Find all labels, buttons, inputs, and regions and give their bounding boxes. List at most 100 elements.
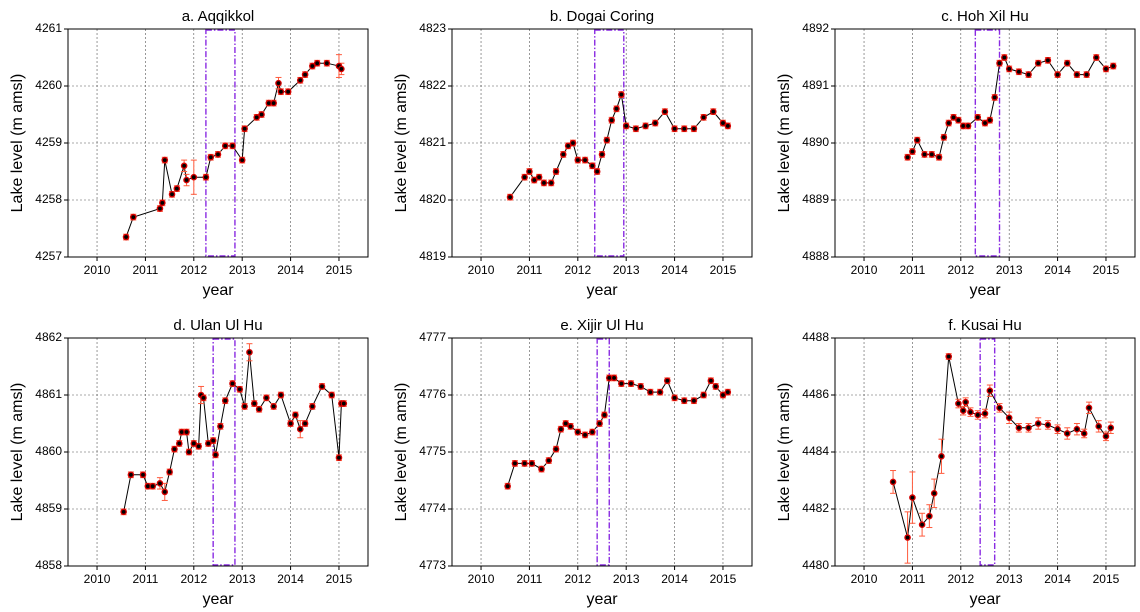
data-point — [596, 420, 603, 427]
data-point — [622, 122, 630, 130]
data-point — [1025, 424, 1032, 432]
data-point — [1095, 423, 1103, 430]
data-point — [258, 111, 265, 118]
y-tick-label: 4822 — [419, 78, 446, 92]
data-point — [190, 440, 198, 447]
x-axis-label: year — [969, 282, 1001, 299]
data-point — [904, 153, 911, 161]
x-tick-label: 2011 — [133, 263, 159, 277]
x-tick-label: 2010 — [84, 572, 111, 586]
data-point — [241, 403, 248, 410]
data-point — [671, 394, 678, 402]
panel-title: f. Kusai Hu — [948, 317, 1021, 334]
x-tick-label: 2013 — [996, 572, 1023, 586]
data-point — [250, 400, 258, 407]
data-point — [161, 156, 169, 164]
data-point — [1054, 71, 1061, 78]
data-point — [557, 425, 565, 433]
data-point — [574, 156, 582, 164]
panel-title: d. Ulan Ul Hu — [173, 317, 262, 334]
x-tick-label: 2010 — [851, 263, 878, 277]
y-tick-label: 4775 — [419, 444, 446, 458]
y-axis-label: Lake level (m amsl) — [393, 383, 410, 522]
data-point — [559, 151, 567, 158]
data-point — [618, 91, 625, 98]
data-point — [521, 460, 528, 467]
data-point — [647, 388, 654, 396]
data-line — [907, 56, 1114, 158]
data-point — [335, 454, 343, 462]
data-point — [656, 388, 664, 396]
y-tick-label: 4858 — [35, 558, 62, 572]
y-tick-label: 4484 — [802, 444, 829, 458]
y-tick-label: 4862 — [35, 330, 62, 344]
data-point — [1054, 425, 1061, 433]
data-point — [1092, 54, 1100, 61]
data-point — [581, 431, 589, 439]
data-point — [955, 116, 962, 124]
data-point — [229, 142, 236, 150]
y-tick-label: 4823 — [419, 21, 446, 35]
data-point — [328, 391, 336, 399]
data-point — [309, 403, 316, 410]
y-tick-label: 4861 — [35, 387, 62, 401]
x-tick-label: 2013 — [613, 572, 640, 586]
data-point — [1107, 424, 1115, 432]
data-point — [1001, 54, 1008, 61]
data-point — [301, 420, 309, 427]
data-point — [707, 377, 715, 385]
plot-frame — [834, 337, 1136, 567]
data-point — [284, 88, 292, 95]
x-tick-label: 2015 — [326, 263, 353, 277]
y-tick-label: 4819 — [419, 249, 446, 263]
x-axis-label: year — [586, 282, 618, 299]
data-point — [205, 440, 212, 447]
x-axis-label: year — [969, 591, 1001, 608]
data-point — [996, 59, 1003, 67]
data-point — [277, 391, 285, 399]
data-point — [928, 151, 936, 158]
data-point — [156, 205, 164, 212]
data-point — [238, 156, 246, 164]
data-point — [552, 445, 560, 453]
data-point — [530, 176, 538, 184]
data-point — [981, 410, 989, 417]
data-point — [521, 173, 528, 181]
y-tick-label: 4890 — [802, 135, 829, 149]
panel: 4819 4820 4821 4822 4823 2010 2011 2012 2013 2014… — [393, 8, 753, 299]
x-tick-label: 2014 — [277, 572, 304, 586]
y-tick-label: 4486 — [802, 387, 829, 401]
data-point — [651, 119, 659, 127]
data-point — [263, 394, 270, 402]
y-axis-label: Lake level (m amsl) — [393, 74, 410, 213]
data-point — [909, 494, 916, 501]
data-point — [253, 114, 261, 121]
data-point — [1063, 430, 1071, 437]
data-point — [562, 420, 570, 427]
data-point — [904, 534, 911, 541]
data-point — [986, 116, 994, 124]
panel-title: b. Dogai Coring — [550, 8, 654, 25]
y-tick-label: 4482 — [802, 501, 829, 515]
data-point — [671, 125, 678, 133]
x-tick-label: 2010 — [468, 572, 495, 586]
data-point — [996, 404, 1003, 412]
panel: 4480 4482 4484 4486 4488 2010 2011 2012 2013 2014… — [776, 317, 1136, 608]
data-point — [538, 465, 545, 473]
plot-frame — [834, 28, 1136, 258]
x-tick-label: 2012 — [564, 572, 591, 586]
data-point — [921, 151, 928, 158]
y-tick-label: 4773 — [419, 558, 446, 572]
x-tick-label: 2012 — [180, 572, 207, 586]
x-tick-label: 2014 — [1044, 572, 1071, 586]
data-point — [1015, 424, 1023, 432]
data-point — [945, 119, 953, 127]
data-point — [709, 108, 717, 115]
data-point — [504, 482, 511, 490]
data-point — [632, 125, 640, 133]
data-point — [889, 478, 897, 486]
data-point — [270, 99, 277, 107]
data-point — [183, 428, 190, 436]
data-point — [986, 387, 994, 395]
data-point — [1080, 430, 1088, 437]
